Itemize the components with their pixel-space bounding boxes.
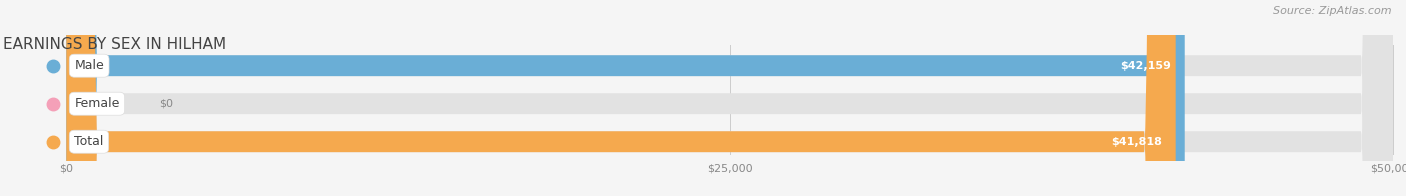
Text: EARNINGS BY SEX IN HILHAM: EARNINGS BY SEX IN HILHAM [3, 37, 226, 52]
FancyBboxPatch shape [66, 0, 1393, 196]
Text: $0: $0 [159, 99, 173, 109]
Text: Male: Male [75, 59, 104, 72]
Text: Source: ZipAtlas.com: Source: ZipAtlas.com [1274, 6, 1392, 16]
Text: Total: Total [75, 135, 104, 148]
FancyBboxPatch shape [66, 0, 1393, 196]
Text: $42,159: $42,159 [1121, 61, 1171, 71]
FancyBboxPatch shape [66, 0, 1175, 196]
FancyBboxPatch shape [66, 0, 1393, 196]
Text: $41,818: $41,818 [1112, 137, 1163, 147]
FancyBboxPatch shape [66, 0, 1185, 196]
Text: Female: Female [75, 97, 120, 110]
